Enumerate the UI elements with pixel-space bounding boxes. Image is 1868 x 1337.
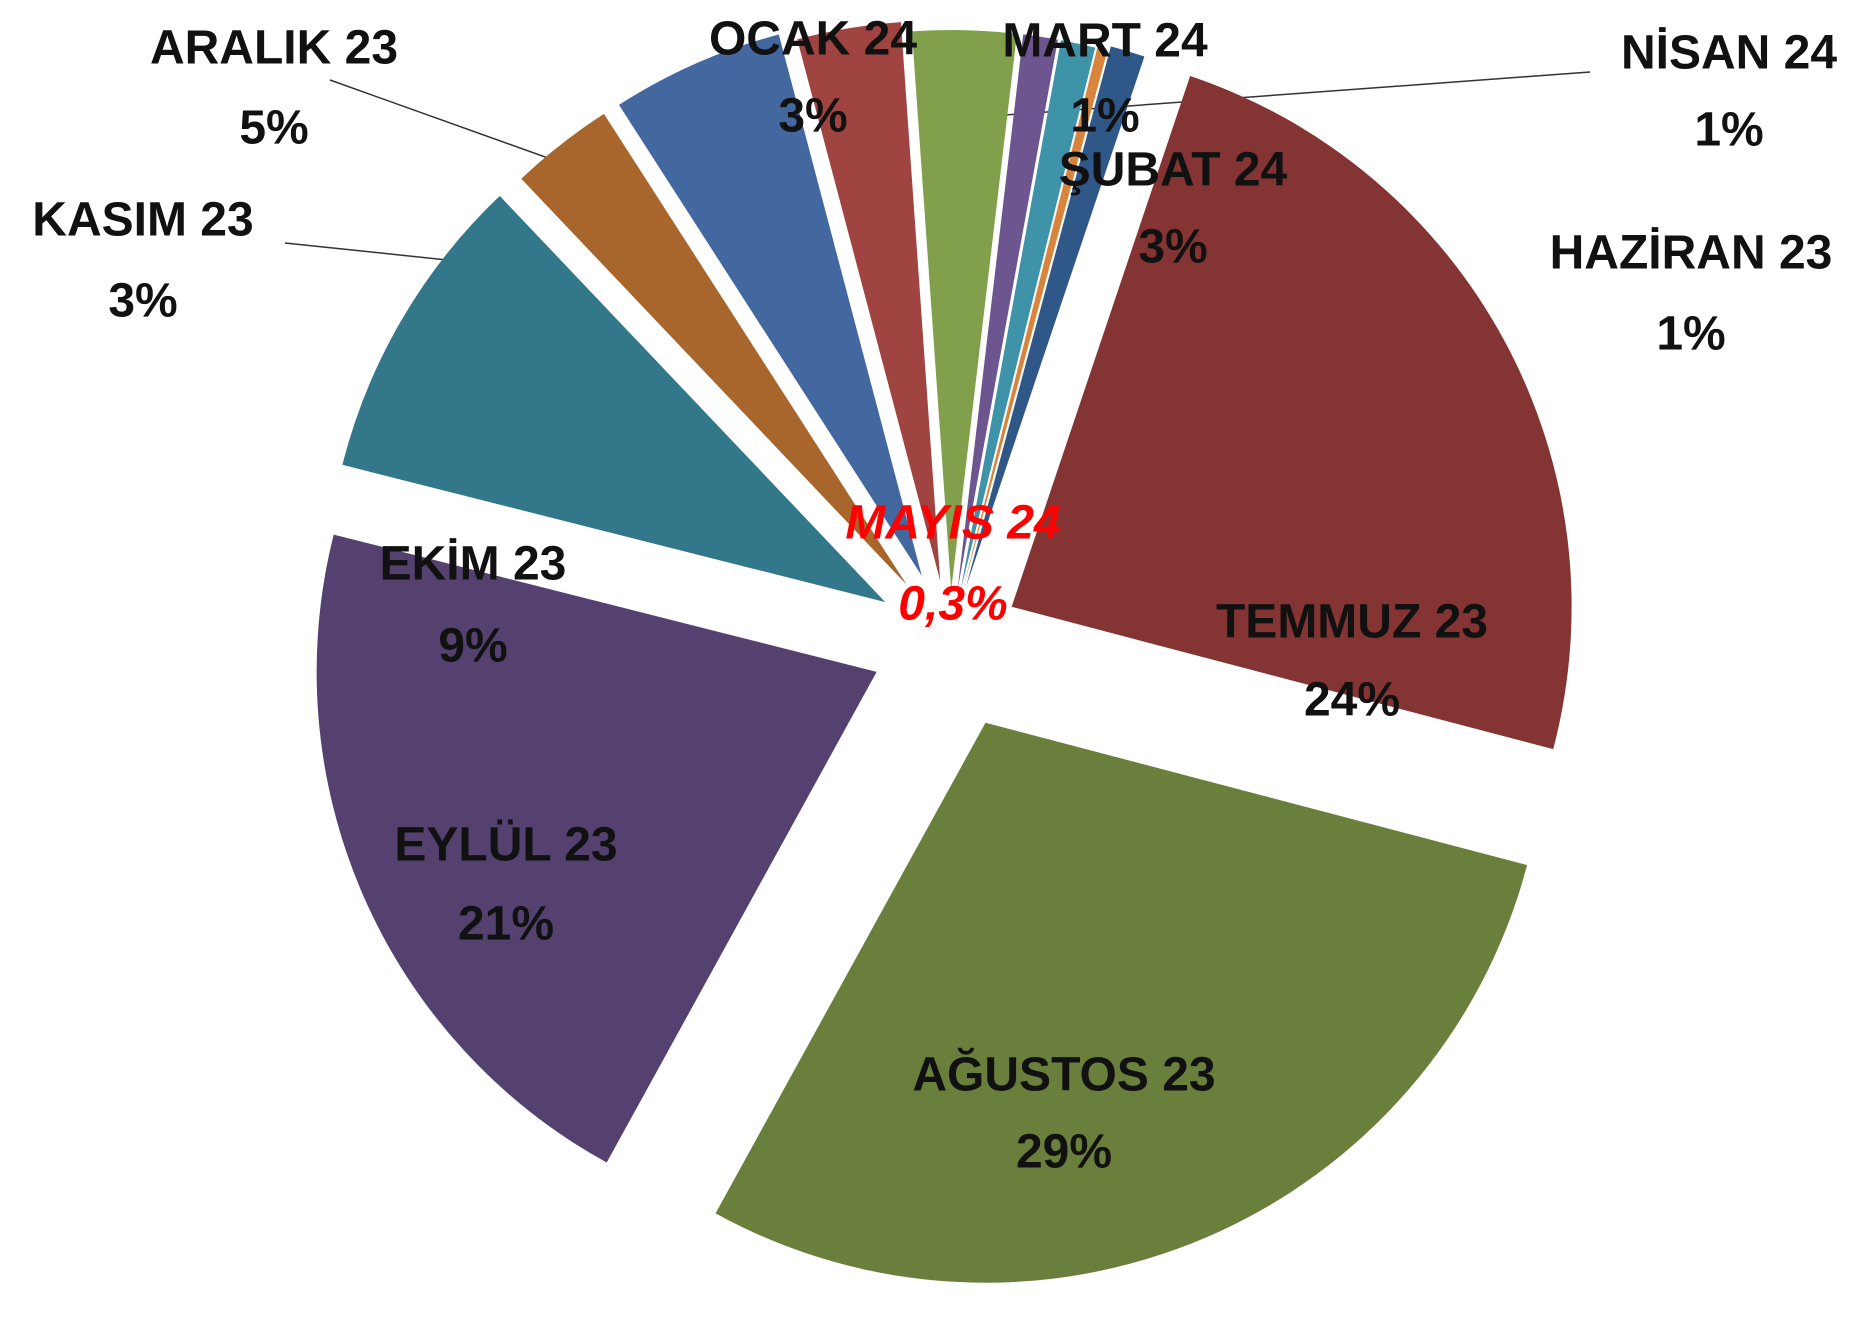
slice-label: OCAK 24 [709, 13, 917, 66]
value-label: 1% [1694, 104, 1763, 157]
slice-label: ARALIK 23 [150, 22, 398, 75]
pie-slice [316, 534, 877, 1163]
slice-label: MAYIS 24 [845, 497, 1060, 550]
pie-slice [962, 48, 1108, 592]
pie-slice [1011, 75, 1572, 750]
value-label: 3% [108, 275, 177, 328]
slice-label: HAZİRAN 23 [1550, 227, 1833, 280]
slice-label: MART 24 [1002, 15, 1208, 68]
slice-label: EYLÜL 23 [394, 819, 617, 872]
value-label: 1% [1656, 308, 1725, 361]
slice-label: EKİM 23 [380, 538, 567, 591]
value-label: 0,3% [898, 578, 1007, 631]
pie-slice [911, 30, 1017, 591]
value-label: 9% [438, 620, 507, 673]
pie-slice [960, 40, 1096, 592]
slice-label: ŞUBAT 24 [1059, 144, 1288, 197]
slice-label: KASIM 23 [32, 194, 253, 247]
slice-label: AĞUSTOS 23 [912, 1048, 1215, 1102]
value-label: 5% [239, 102, 308, 155]
pie-slice [957, 34, 1058, 591]
pie-slice [715, 722, 1528, 1283]
pie-slice [797, 22, 941, 581]
value-label: 21% [458, 898, 554, 951]
pie-slice [965, 46, 1145, 588]
value-label: 24% [1304, 674, 1400, 727]
pie-slice [342, 195, 886, 603]
value-label: 29% [1016, 1126, 1112, 1179]
pie-slice [618, 34, 922, 576]
value-label: 3% [778, 90, 847, 143]
pie-slice [521, 113, 907, 585]
slice-label: TEMMUZ 23 [1216, 596, 1488, 649]
slice-label: NİSAN 24 [1621, 27, 1837, 80]
value-label: 1% [1070, 90, 1139, 143]
value-label: 3% [1138, 221, 1207, 274]
